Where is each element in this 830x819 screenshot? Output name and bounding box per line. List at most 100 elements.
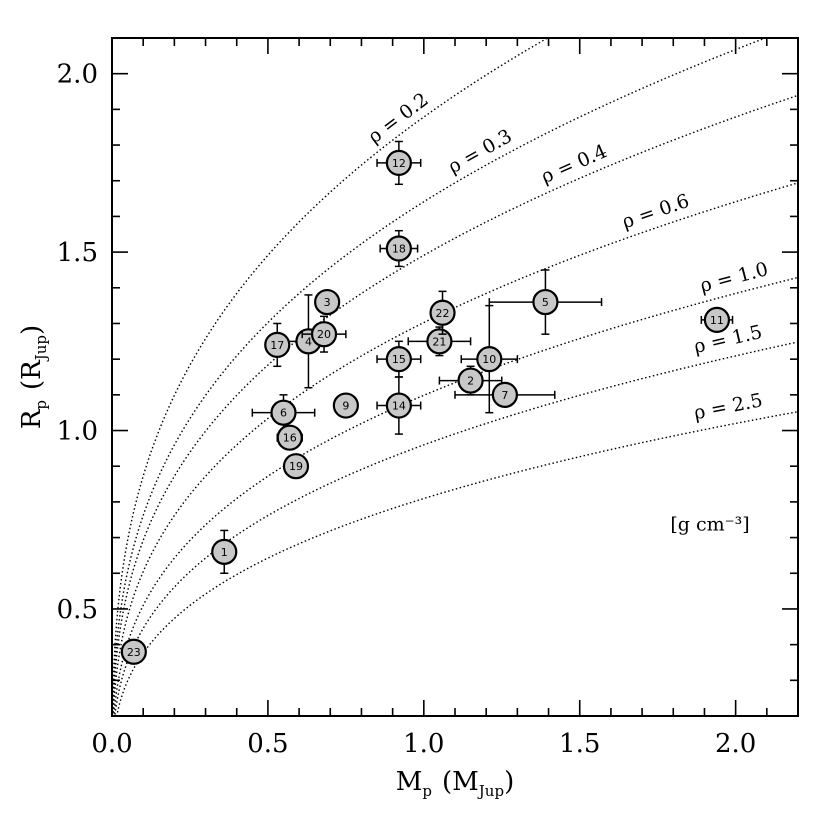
- point-id-label: 16: [283, 432, 297, 445]
- point-id-label: 6: [280, 407, 287, 420]
- x-axis-symbol: M: [396, 767, 423, 797]
- density-curve-rho-0-4: [111, 94, 799, 717]
- planet-point-10: 10: [460, 304, 519, 414]
- point-id-label: 7: [501, 389, 508, 402]
- density-curve-label: ρ = 0.4: [538, 140, 610, 188]
- planet-point-19: 19: [282, 453, 310, 480]
- axis-tick-labels: 0.0 0.5 1.0 1.5 2.0 0.5 1.0 1.5 2.0: [57, 60, 757, 759]
- y-tick-label: 0.5: [57, 595, 98, 625]
- density-curves: [111, 37, 799, 717]
- density-curve-label: ρ = 2.5: [692, 389, 764, 424]
- point-id-label: 17: [270, 339, 284, 352]
- point-marker: [264, 331, 291, 358]
- point-marker: [120, 638, 147, 665]
- point-marker: [385, 235, 412, 262]
- density-curve-label: ρ = 0.3: [444, 125, 515, 178]
- y-axis-unit-sub: Jup: [32, 335, 50, 362]
- x-axis-title: Mp (MJup): [396, 767, 514, 800]
- point-marker: [532, 288, 559, 316]
- density-curve-rho-1-5: [112, 341, 799, 717]
- x-axis-unit-open: (M: [442, 767, 479, 797]
- point-id-label: 1: [221, 546, 228, 559]
- y-axis-unit-open: (R: [17, 359, 47, 390]
- y-tick-label: 2.0: [57, 60, 98, 90]
- x-tick-label: 0.5: [247, 729, 288, 759]
- x-tick-label: 1.0: [403, 729, 444, 759]
- point-id-label: 21: [432, 335, 446, 348]
- point-marker: [491, 381, 518, 408]
- point-id-label: 19: [289, 460, 303, 473]
- planet-point-1: 1: [211, 529, 238, 575]
- point-marker: [703, 306, 731, 334]
- y-axis-symbol-sub: p: [32, 400, 50, 410]
- x-tick-label: 2.0: [715, 729, 756, 759]
- plot-frame: [111, 37, 799, 717]
- x-axis-unit-sub: Jup: [477, 782, 504, 800]
- point-marker: [426, 328, 453, 355]
- density-curve-rho-1: [112, 276, 799, 717]
- point-marker: [211, 538, 238, 565]
- axis-ticks: [111, 37, 799, 717]
- point-id-label: 14: [392, 400, 406, 413]
- y-tick-label: 1.5: [57, 238, 98, 268]
- point-id-label: 9: [342, 400, 349, 413]
- planet-point-21: 21: [407, 326, 472, 357]
- planet-point-9: 9: [332, 392, 359, 419]
- planet-point-12: 12: [376, 140, 422, 186]
- point-marker: [282, 453, 310, 480]
- point-id-label: 10: [482, 353, 496, 366]
- point-id-label: 2: [467, 375, 474, 388]
- x-axis-symbol-sub: p: [422, 782, 432, 800]
- planet-point-17: 17: [264, 322, 291, 368]
- y-axis-symbol: R: [17, 408, 47, 429]
- planet-point-15: 15: [376, 340, 422, 378]
- point-id-label: 3: [324, 296, 331, 309]
- density-curve-label: ρ = 0.6: [619, 190, 692, 233]
- point-id-label: 23: [127, 646, 141, 659]
- point-id-label: 18: [392, 243, 406, 256]
- y-axis-title: Rp (RJup): [17, 325, 50, 429]
- planet-point-22: 22: [429, 290, 456, 335]
- point-id-label: 12: [392, 157, 406, 170]
- point-marker: [457, 367, 484, 394]
- y-axis-unit-close: ): [17, 325, 47, 335]
- planet-point-23: 23: [120, 638, 147, 665]
- planet-point-5: 5: [488, 269, 603, 335]
- point-marker: [332, 392, 359, 419]
- planet-point-6: 6: [251, 394, 316, 432]
- planet-point-16: 16: [276, 424, 303, 451]
- y-tick-label: 1.0: [57, 417, 98, 447]
- density-units-label: [g cm⁻³]: [670, 513, 749, 535]
- density-curve-label: ρ = 1.0: [698, 258, 771, 297]
- point-id-label: 5: [542, 296, 549, 309]
- density-curve-rho-0-3: [111, 38, 763, 717]
- density-curve-rho-0-6: [112, 182, 799, 717]
- point-marker: [385, 346, 412, 373]
- x-tick-label: 0.0: [91, 729, 132, 759]
- point-marker: [476, 346, 503, 373]
- point-marker: [270, 399, 297, 426]
- point-id-label: 11: [710, 314, 724, 327]
- planet-point-11: 11: [700, 306, 734, 334]
- x-tick-label: 1.5: [559, 729, 600, 759]
- point-id-label: 4: [305, 335, 312, 348]
- planet-point-14: 14: [376, 376, 422, 435]
- point-marker: [385, 149, 412, 176]
- planet-point-20: 20: [301, 315, 347, 353]
- point-marker: [310, 321, 338, 348]
- point-id-label: 22: [436, 307, 450, 320]
- point-marker: [385, 392, 412, 419]
- density-curve-rho-2-5: [112, 411, 799, 717]
- point-id-label: 20: [317, 328, 331, 341]
- planet-point-7: 7: [454, 381, 556, 408]
- point-marker: [429, 299, 456, 326]
- density-curve-labels: ρ = 0.2ρ = 0.3 ρ = 0.4ρ = 0.6ρ = 1.0ρ = 1…: [364, 89, 770, 425]
- x-axis-unit-close: ): [504, 767, 514, 797]
- planet-point-2: 2: [438, 365, 503, 396]
- point-marker: [276, 424, 303, 451]
- point-id-label: 15: [392, 353, 406, 366]
- planet-point-3: 3: [314, 288, 341, 316]
- point-marker: [314, 288, 341, 316]
